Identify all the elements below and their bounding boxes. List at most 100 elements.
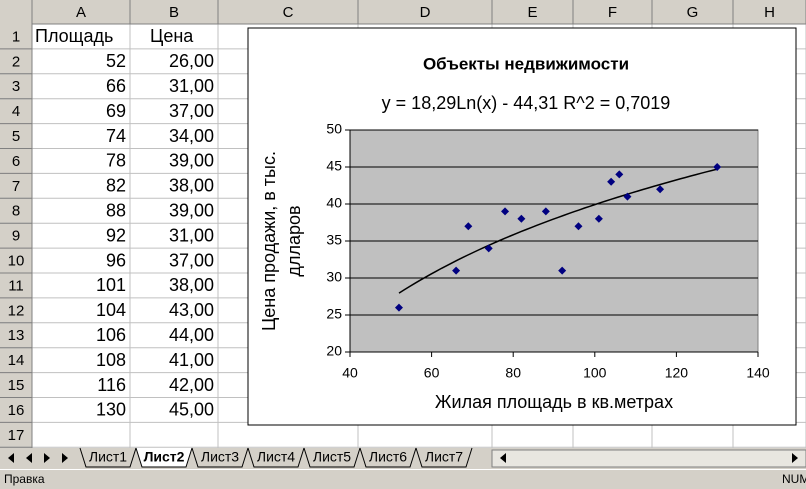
column-header[interactable]: B (169, 4, 179, 21)
column-header[interactable]: F (608, 4, 617, 21)
tab-label[interactable]: Лист4 (257, 449, 295, 465)
sheet-tab[interactable] (415, 447, 473, 468)
tab-label[interactable]: Лист3 (201, 449, 239, 465)
column-header[interactable]: D (420, 4, 431, 21)
status-text: Правка (4, 472, 45, 486)
number-cell[interactable]: 45,00 (169, 400, 214, 420)
number-cell[interactable]: 34,00 (169, 126, 214, 146)
tab-nav[interactable] (8, 453, 14, 463)
number-cell[interactable]: 69 (106, 101, 126, 121)
header-cell[interactable]: Цена (150, 26, 194, 46)
point (594, 214, 603, 223)
tab-label[interactable]: Лист1 (89, 449, 127, 465)
chart-title: Объекты недвижимости (423, 54, 629, 73)
number-cell[interactable]: 82 (106, 176, 126, 196)
y-tick-label: 20 (326, 343, 342, 359)
row-header[interactable]: 9 (12, 228, 20, 245)
point (394, 303, 403, 312)
row-header[interactable]: 14 (8, 352, 25, 369)
number-cell[interactable]: 106 (96, 325, 126, 345)
column-header[interactable]: A (76, 4, 86, 21)
scroll-right[interactable] (792, 453, 798, 463)
row-header[interactable]: 5 (12, 128, 20, 145)
point (452, 266, 461, 275)
number-cell[interactable]: 31,00 (169, 76, 214, 96)
tab-label[interactable]: Лист5 (313, 449, 351, 465)
column-header[interactable]: E (527, 4, 537, 21)
number-cell[interactable]: 92 (106, 225, 126, 245)
point (558, 266, 567, 275)
number-cell[interactable]: 104 (96, 300, 126, 320)
number-cell[interactable]: 39,00 (169, 201, 214, 221)
column-header[interactable]: C (283, 4, 294, 21)
y-tick-label: 25 (326, 306, 342, 322)
sheet-tab[interactable] (303, 447, 361, 468)
number-cell[interactable]: 74 (106, 126, 126, 146)
column-header[interactable]: H (764, 4, 775, 21)
row-header[interactable]: 16 (8, 402, 25, 419)
x-tick-label: 60 (424, 365, 440, 381)
row-header[interactable]: 4 (12, 103, 20, 120)
number-cell[interactable]: 38,00 (169, 176, 214, 196)
header-cell[interactable]: Площадь (35, 26, 113, 46)
number-cell[interactable]: 31,00 (169, 225, 214, 245)
sheet-tab[interactable] (191, 447, 249, 468)
row-header[interactable]: 13 (8, 327, 25, 344)
row-header[interactable]: 7 (12, 178, 20, 195)
sheet-tab[interactable] (247, 447, 305, 468)
x-tick-label: 120 (665, 365, 689, 381)
column-header[interactable]: G (687, 4, 699, 21)
tab-label[interactable]: Лист7 (425, 449, 463, 465)
number-cell[interactable]: 130 (96, 400, 126, 420)
number-cell[interactable]: 26,00 (169, 51, 214, 71)
x-axis-title: Жилая площадь в кв.метрах (435, 392, 673, 412)
y-axis-title: Цена продажи, в тыс. (259, 151, 279, 331)
point (541, 207, 550, 216)
number-cell[interactable]: 78 (106, 151, 126, 171)
point (623, 192, 632, 201)
point (615, 170, 624, 179)
scroll-left[interactable] (500, 453, 506, 463)
tab-label[interactable]: Лист2 (144, 449, 185, 465)
number-cell[interactable]: 42,00 (169, 375, 214, 395)
sheet-tab[interactable] (359, 447, 417, 468)
tab-nav[interactable] (26, 453, 32, 463)
number-cell[interactable]: 44,00 (169, 325, 214, 345)
row-header[interactable]: 6 (12, 153, 20, 170)
number-cell[interactable]: 38,00 (169, 275, 214, 295)
number-cell[interactable]: 96 (106, 250, 126, 270)
sheet-tab[interactable] (79, 447, 137, 468)
y-tick-label: 50 (326, 121, 342, 137)
row-header[interactable]: 3 (12, 78, 20, 95)
row-header[interactable]: 2 (12, 53, 20, 70)
h-scrollbar[interactable] (491, 449, 806, 468)
point (574, 222, 583, 231)
number-cell[interactable]: 88 (106, 201, 126, 221)
number-cell[interactable]: 52 (106, 51, 126, 71)
row-header[interactable]: 17 (8, 427, 25, 444)
number-cell[interactable]: 108 (96, 350, 126, 370)
tab-nav[interactable] (44, 453, 50, 463)
number-cell[interactable]: 37,00 (169, 101, 214, 121)
trendline (398, 168, 718, 294)
number-cell[interactable]: 66 (106, 76, 126, 96)
number-cell[interactable]: 101 (96, 275, 126, 295)
number-cell[interactable]: 37,00 (169, 250, 214, 270)
row-header[interactable]: 12 (8, 302, 25, 319)
tab-label[interactable]: Лист6 (369, 449, 407, 465)
number-cell[interactable]: 43,00 (169, 300, 214, 320)
row-header[interactable]: 11 (8, 277, 24, 294)
row-header[interactable]: 1 (12, 28, 20, 45)
number-cell[interactable]: 39,00 (169, 151, 214, 171)
y-tick-label: 40 (326, 195, 342, 211)
x-tick-label: 140 (746, 365, 770, 381)
number-cell[interactable]: 41,00 (169, 350, 214, 370)
row-header[interactable]: 8 (12, 203, 20, 220)
number-cell[interactable]: 116 (97, 375, 126, 395)
tab-nav[interactable] (62, 453, 68, 463)
row-header[interactable]: 10 (8, 253, 25, 270)
active-tab[interactable] (135, 447, 193, 468)
point (656, 185, 665, 194)
row-header[interactable]: 15 (8, 377, 25, 394)
status-bar (0, 470, 806, 489)
